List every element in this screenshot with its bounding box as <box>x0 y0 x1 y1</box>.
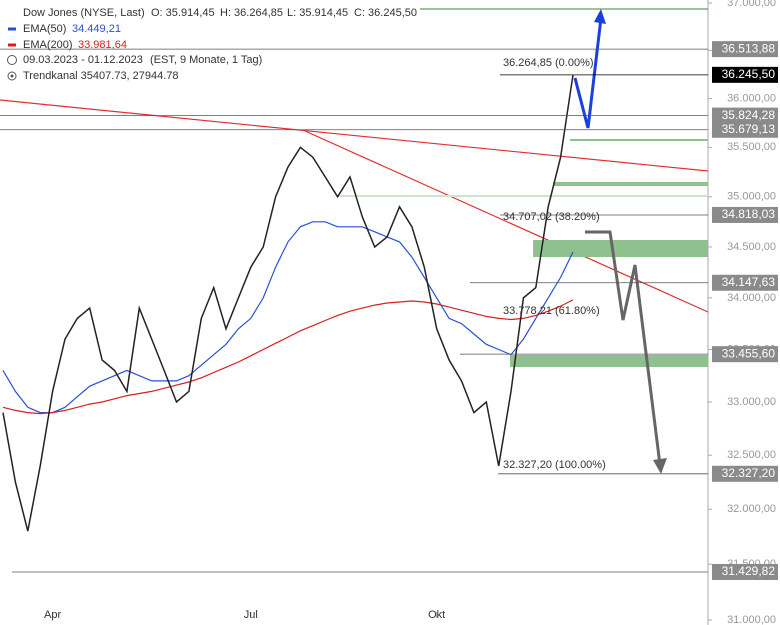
ema-line <box>2 221 574 414</box>
fib-label: 36.264,85 (0.00%) <box>503 57 594 69</box>
x-tick-label: Okt <box>428 609 445 621</box>
clock-icon <box>7 55 17 65</box>
level-box <box>712 274 778 291</box>
y-tick-label: 32.000,00 <box>727 503 776 515</box>
zone <box>553 182 708 186</box>
trend-line <box>0 99 709 172</box>
header: Dow Jones (NYSE, Last) O: 35.914,45 H: 3… <box>7 7 417 82</box>
ohlc: C: 36.245,50 <box>354 7 417 19</box>
y-tick-label: 36.000,00 <box>727 92 776 104</box>
y-tick-label: 34.000,00 <box>727 292 776 304</box>
level-label: 34.818,03 <box>722 207 776 221</box>
level-box <box>712 465 778 482</box>
level-label: 36.513,88 <box>722 41 776 55</box>
period-note: (EST, 9 Monate, 1 Tag) <box>150 54 262 66</box>
x-tick-label: Apr <box>44 609 61 621</box>
legend-label: EMA(50) <box>23 23 66 35</box>
zone <box>533 240 708 257</box>
arrow <box>585 230 662 466</box>
channel: Trendkanal 35407.73, 27944.78 <box>23 70 179 82</box>
level-label: 35.679,13 <box>722 122 776 136</box>
y-tick-label: 34.500,00 <box>727 241 776 253</box>
fib-label: 34.707,02 (38.20%) <box>503 211 600 223</box>
arrow <box>573 17 603 129</box>
arrow-head <box>594 9 606 24</box>
level-box <box>712 66 778 83</box>
y-tick-label: 35.000,00 <box>727 191 776 203</box>
fib-label: 32.327,20 (100.00%) <box>503 459 606 471</box>
ohlc: L: 35.914,45 <box>287 7 348 19</box>
zone <box>510 355 708 367</box>
level-label: 33.455,60 <box>722 346 776 360</box>
ohlc: O: 35.914,45 <box>151 7 215 19</box>
legend-value: 34.449,21 <box>72 23 121 35</box>
level-box <box>712 206 778 223</box>
y-tick-label: 35.500,00 <box>727 141 776 153</box>
level-label: 36.245,50 <box>722 67 776 81</box>
title: Dow Jones (NYSE, Last) <box>23 7 145 19</box>
level-box <box>712 41 778 58</box>
price-line <box>2 74 574 532</box>
fib-label: 33.778,21 (61.80%) <box>503 305 600 317</box>
x-tick-label: Jul <box>244 609 258 621</box>
legend-value: 33.981,64 <box>78 39 127 51</box>
level-label: 34.147,63 <box>722 275 776 289</box>
ohlc: H: 36.264,85 <box>220 7 283 19</box>
period: 09.03.2023 - 01.12.2023 <box>23 54 143 66</box>
y-tick-label: 33.000,00 <box>727 396 776 408</box>
legend-label: EMA(200) <box>23 39 73 51</box>
level-label: 35.824,28 <box>722 108 776 122</box>
arrow-head <box>653 458 667 474</box>
level-box <box>712 346 778 363</box>
y-tick-label: 31.000,00 <box>727 614 776 625</box>
y-tick-label: 32.500,00 <box>727 449 776 461</box>
level-label: 32.327,20 <box>722 466 776 480</box>
level-box <box>712 107 778 124</box>
ema-line <box>2 299 574 415</box>
level-box <box>712 121 778 138</box>
trend-line <box>304 130 709 313</box>
channel-icon <box>7 71 17 81</box>
level-label: 31.429,82 <box>722 564 776 578</box>
channel-icon <box>10 74 14 78</box>
level-box <box>712 563 778 580</box>
y-tick-label: 37.000,00 <box>727 0 776 9</box>
